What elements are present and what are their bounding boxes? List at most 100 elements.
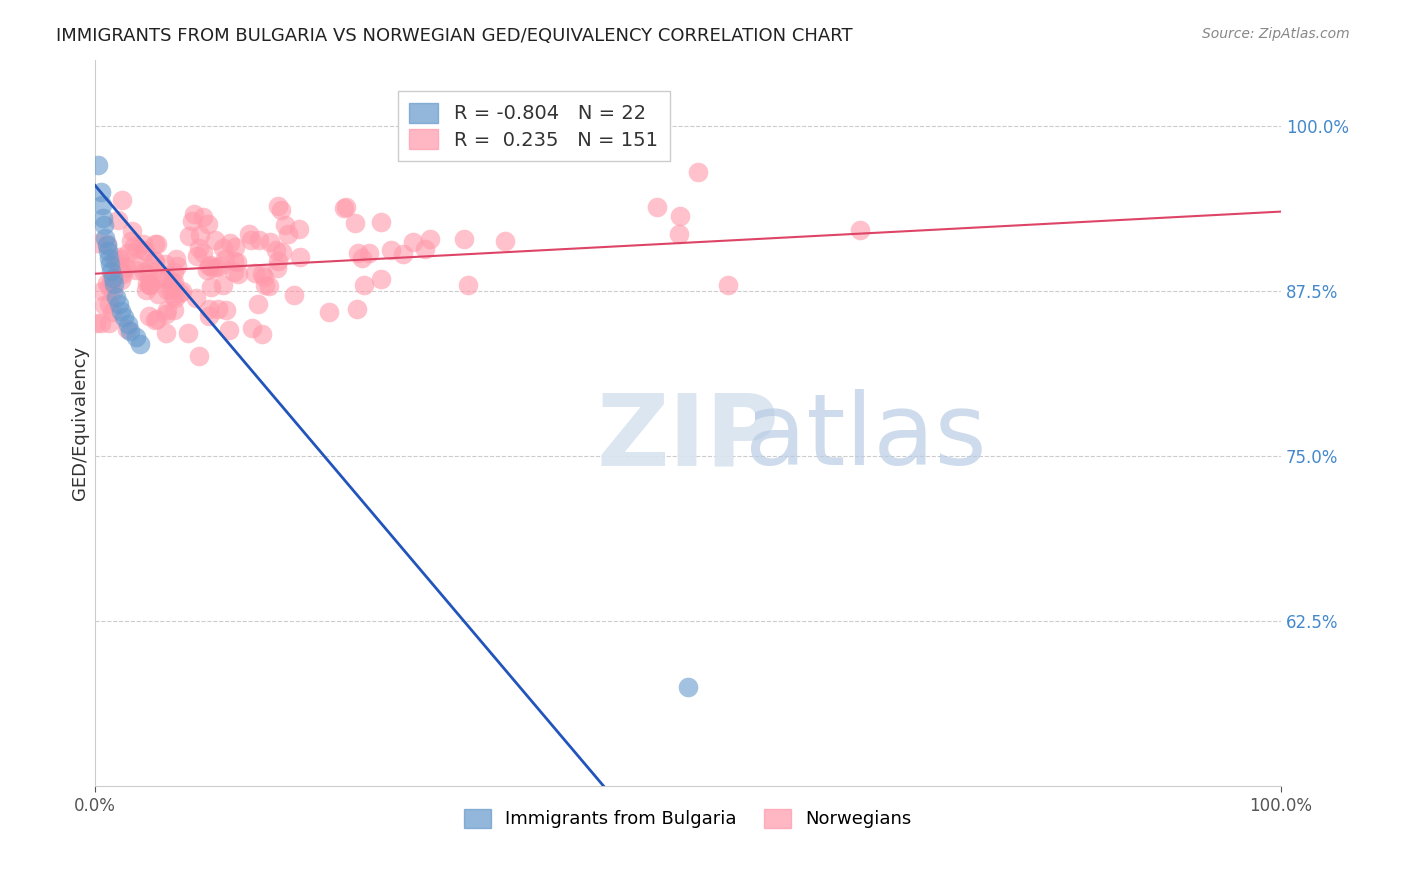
Point xyxy=(153,257,176,271)
Point xyxy=(146,287,169,301)
Point xyxy=(198,258,221,272)
Point xyxy=(183,207,205,221)
Point xyxy=(243,266,266,280)
Point xyxy=(207,301,229,316)
Point xyxy=(138,277,160,292)
Point xyxy=(96,237,118,252)
Point xyxy=(162,289,184,303)
Point xyxy=(253,278,276,293)
Point xyxy=(90,198,112,212)
Point xyxy=(143,254,166,268)
Point xyxy=(240,321,263,335)
Point xyxy=(143,237,166,252)
Point xyxy=(132,236,155,251)
Point xyxy=(274,218,297,232)
Point xyxy=(163,265,186,279)
Point xyxy=(165,252,187,266)
Point xyxy=(209,259,232,273)
Point xyxy=(110,303,132,318)
Point xyxy=(218,323,240,337)
Point xyxy=(132,265,155,279)
Text: Source: ZipAtlas.com: Source: ZipAtlas.com xyxy=(1202,27,1350,41)
Point xyxy=(495,235,517,249)
Point xyxy=(247,233,270,247)
Point xyxy=(204,260,226,274)
Point xyxy=(253,269,276,284)
Point xyxy=(98,251,121,265)
Point xyxy=(124,256,146,270)
Point xyxy=(717,277,740,292)
Point xyxy=(138,309,160,323)
Point xyxy=(135,283,157,297)
Point xyxy=(163,291,186,305)
Text: ZIP: ZIP xyxy=(596,389,779,486)
Point xyxy=(125,263,148,277)
Point xyxy=(160,276,183,290)
Point xyxy=(177,228,200,243)
Point xyxy=(848,223,870,237)
Point xyxy=(87,158,110,172)
Point xyxy=(143,313,166,327)
Point xyxy=(108,250,131,264)
Point xyxy=(318,304,340,318)
Point xyxy=(240,233,263,247)
Point xyxy=(163,303,186,318)
Point xyxy=(170,284,193,298)
Point xyxy=(380,244,402,258)
Point xyxy=(226,267,249,281)
Point xyxy=(211,241,233,255)
Point xyxy=(212,278,235,293)
Point xyxy=(224,240,246,254)
Point xyxy=(96,237,118,252)
Point xyxy=(101,285,124,299)
Point xyxy=(392,247,415,261)
Point xyxy=(288,222,311,236)
Point xyxy=(101,270,124,285)
Point xyxy=(353,277,375,292)
Point xyxy=(86,236,108,251)
Point xyxy=(202,261,225,276)
Point xyxy=(343,216,366,230)
Point xyxy=(335,200,357,214)
Point xyxy=(180,214,202,228)
Text: atlas: atlas xyxy=(745,389,987,486)
Point xyxy=(669,209,692,223)
Point xyxy=(370,215,392,229)
Point xyxy=(160,283,183,297)
Point xyxy=(222,254,245,268)
Point xyxy=(346,302,368,317)
Point xyxy=(169,286,191,301)
Point xyxy=(134,243,156,257)
Point xyxy=(97,280,120,294)
Point xyxy=(346,246,368,260)
Point xyxy=(90,316,112,330)
Point xyxy=(110,273,132,287)
Point xyxy=(246,297,269,311)
Point xyxy=(93,298,115,312)
Text: IMMIGRANTS FROM BULGARIA VS NORWEGIAN GED/EQUIVALENCY CORRELATION CHART: IMMIGRANTS FROM BULGARIA VS NORWEGIAN GE… xyxy=(56,27,853,45)
Point xyxy=(90,185,112,199)
Point xyxy=(186,291,208,305)
Point xyxy=(252,327,274,342)
Point xyxy=(155,326,177,341)
Point xyxy=(107,297,129,311)
Point xyxy=(90,284,112,298)
Point xyxy=(204,233,226,247)
Point xyxy=(277,227,299,241)
Point xyxy=(252,267,274,281)
Point xyxy=(224,265,246,279)
Point xyxy=(146,236,169,251)
Point xyxy=(104,252,127,267)
Point xyxy=(419,232,441,246)
Point xyxy=(270,244,292,259)
Point xyxy=(98,297,121,311)
Point xyxy=(668,227,690,242)
Point xyxy=(84,316,107,330)
Y-axis label: GED/Equivalency: GED/Equivalency xyxy=(72,346,89,500)
Point xyxy=(156,302,179,317)
Point xyxy=(191,211,214,225)
Point xyxy=(198,259,221,273)
Point xyxy=(100,264,122,278)
Point xyxy=(117,317,139,331)
Point xyxy=(257,279,280,293)
